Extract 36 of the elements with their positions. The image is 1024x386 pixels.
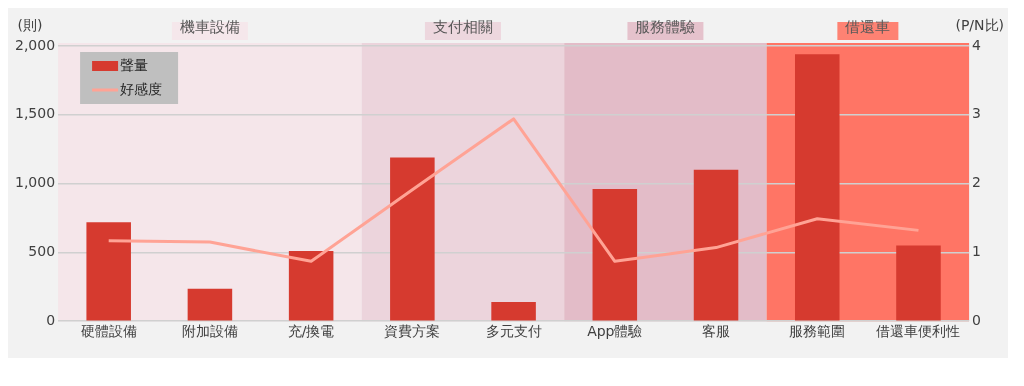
y2-tick-label: 4: [972, 36, 982, 53]
y2-tick-label: 3: [972, 105, 982, 122]
bar: [390, 157, 435, 321]
x-tick-label: App體驗: [587, 323, 643, 340]
y2-tick-label: 1: [972, 243, 982, 260]
bar: [491, 301, 536, 321]
bar: [288, 251, 334, 321]
legend-label: 好感度: [120, 80, 163, 97]
y2-tick-label: 0: [972, 311, 982, 328]
y2-tick-label: 2: [972, 174, 982, 191]
x-tick-label: 資費方案: [384, 323, 441, 340]
bar: [86, 222, 131, 321]
x-tick-label: 服務範圍: [789, 323, 846, 340]
y-tick-label: 2,000: [14, 36, 56, 53]
band-label: 借還車: [845, 17, 891, 36]
x-tick-label: 借還車便利性: [876, 323, 961, 340]
y-axis-title: (則): [17, 16, 43, 33]
y-tick-label: 0: [46, 311, 56, 328]
x-tick-label: 硬體設備: [80, 323, 137, 340]
bar: [187, 288, 233, 321]
x-tick-label: 客服: [702, 323, 731, 340]
x-tick-label: 充/換電: [287, 323, 335, 340]
band-label: 支付相關: [432, 17, 493, 36]
bar: [693, 169, 739, 321]
y-tick-label: 1,500: [14, 105, 56, 122]
x-tick-label: 附加設備: [181, 323, 238, 340]
bar: [794, 54, 840, 321]
y-tick-label: 500: [28, 243, 56, 260]
x-tick-label: 多元支付: [485, 323, 542, 340]
band-label: 機車設備: [179, 17, 240, 36]
y2-axis-title: (P/N比): [955, 16, 1004, 33]
legend-label: 聲量: [120, 56, 149, 73]
band-label: 服務體驗: [635, 17, 696, 36]
bar: [592, 189, 638, 321]
y-tick-label: 1,000: [14, 174, 56, 191]
bar: [896, 245, 941, 321]
